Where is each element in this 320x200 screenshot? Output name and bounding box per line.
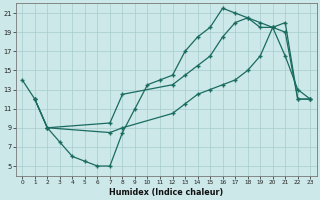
X-axis label: Humidex (Indice chaleur): Humidex (Indice chaleur) [109, 188, 223, 197]
